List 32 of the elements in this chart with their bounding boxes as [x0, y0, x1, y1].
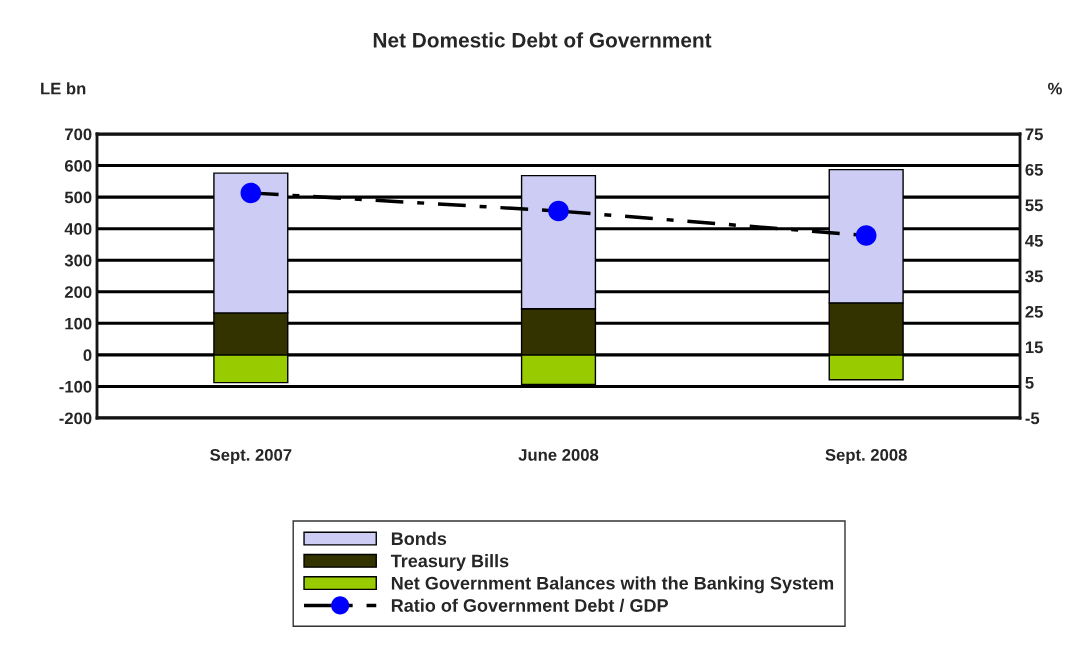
y-tick-label: -200: [59, 412, 92, 425]
y-tick-label: 300: [64, 254, 92, 267]
y-axis-title: LE bn: [41, 82, 86, 95]
y2-axis-title: %: [1048, 82, 1062, 95]
x-tick-label: June 2008: [518, 449, 599, 461]
y-tick-label: -100: [59, 380, 92, 393]
y-tick-label: 600: [64, 159, 92, 172]
y2-tick-label: 45: [1025, 235, 1043, 247]
legend-label: Net Government Balances with the Banking System: [391, 576, 834, 594]
legend-label: Ratio of Government Debt / GDP: [391, 598, 668, 613]
y-tick-label: 500: [64, 191, 92, 204]
legend-label: Bonds: [391, 531, 447, 546]
y2-tick-label: -5: [1025, 412, 1040, 425]
legend-label: Treasury Bills: [390, 554, 509, 571]
x-tick-label: Sept. 2007: [210, 449, 292, 465]
y2-tick-label: 55: [1025, 199, 1043, 212]
y-tick-label: 700: [65, 128, 92, 141]
point: [855, 225, 877, 246]
y2-tick-label: 15: [1025, 341, 1043, 354]
point: [548, 200, 569, 222]
point: [240, 182, 262, 204]
y-tick-label: 100: [65, 317, 92, 330]
y2-tick-label: 75: [1025, 128, 1043, 141]
y-tick-label: 0: [83, 349, 92, 362]
x-tick-label: Sept. 2008: [825, 449, 907, 465]
y2-tick-label: 25: [1025, 305, 1043, 318]
chart-title: Net Domestic Debt of Government: [373, 32, 712, 48]
y2-tick-label: 35: [1025, 270, 1043, 283]
y2-tick-label: 65: [1025, 163, 1043, 176]
y-tick-label: 400: [64, 223, 92, 235]
y2-tick-label: 5: [1025, 377, 1034, 389]
y-tick-label: 200: [64, 286, 92, 298]
